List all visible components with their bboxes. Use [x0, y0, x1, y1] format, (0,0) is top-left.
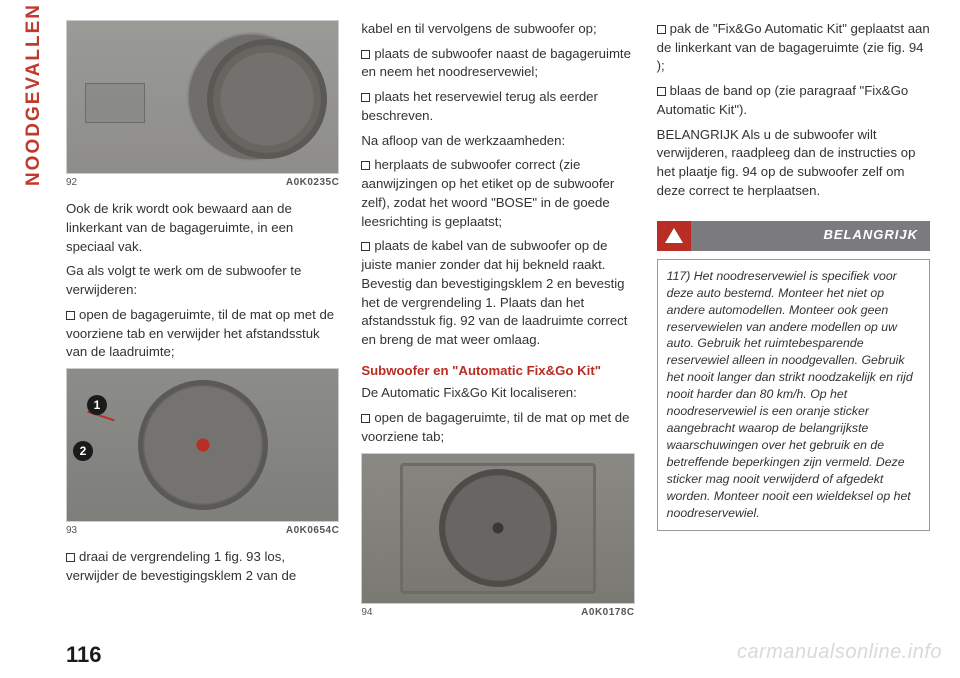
page-number: 116 [66, 642, 102, 668]
column-2: kabel en til vervolgens de subwoofer op;… [361, 20, 634, 630]
subheading: Subwoofer en "Automatic Fix&Go Kit" [361, 362, 634, 381]
figure-number: 93 [66, 524, 77, 538]
body-text: draai de vergrendeling 1 fig. 93 los, ve… [66, 548, 339, 585]
list-bullet-icon [66, 311, 75, 320]
important-header: BELANGRIJK [657, 221, 930, 251]
figure-94-frame [400, 463, 595, 594]
list-bullet-icon [361, 161, 370, 170]
manual-page: NOODGEVALLEN 92 A0K0235C Ook de krik wor… [0, 0, 960, 678]
content-columns: 92 A0K0235C Ook de krik wordt ook bewaar… [66, 20, 930, 630]
figure-93-wheel [138, 380, 268, 510]
figure-number: 92 [66, 176, 77, 190]
column-3: pak de "Fix&Go Automatic Kit" geplaatst … [657, 20, 930, 630]
body-text: blaas de band op (zie paragraaf "Fix&Go … [657, 82, 930, 119]
body-text: plaats de kabel van de subwoofer op de j… [361, 237, 634, 349]
figure-number: 94 [361, 606, 372, 620]
list-item-text: pak de "Fix&Go Automatic Kit" geplaatst … [657, 21, 930, 73]
list-item-text: blaas de band op (zie paragraaf "Fix&Go … [657, 83, 909, 117]
body-text: open de bagageruimte, til de mat op met … [66, 306, 339, 362]
figure-92-wheel [207, 39, 327, 159]
body-text: Ga als volgt te werk om de subwoofer te … [66, 262, 339, 299]
figure-code: A0K0178C [581, 606, 634, 620]
list-item-text: plaats de subwoofer naast de bagageruimt… [361, 46, 631, 80]
figure-code: A0K0654C [286, 524, 339, 538]
important-box-text: 117) Het noodreservewiel is specifiek vo… [667, 269, 913, 521]
list-bullet-icon [361, 242, 370, 251]
figure-92-caption: 92 A0K0235C [66, 176, 339, 190]
list-item-text: plaats de kabel van de subwoofer op de j… [361, 238, 627, 347]
figure-94 [361, 453, 634, 604]
list-bullet-icon [657, 25, 666, 34]
body-text: De Automatic Fix&Go Kit localiseren: [361, 384, 634, 403]
list-bullet-icon [66, 553, 75, 562]
body-text: plaats de subwoofer naast de bagageruimt… [361, 45, 634, 82]
section-tab-label: NOODGEVALLEN [23, 3, 45, 186]
figure-92-label-panel [85, 83, 145, 123]
figure-93-caption: 93 A0K0654C [66, 524, 339, 538]
list-bullet-icon [657, 87, 666, 96]
important-box: 117) Het noodreservewiel is specifiek vo… [657, 259, 930, 532]
body-text: herplaats de subwoofer correct (zie aanw… [361, 156, 634, 231]
figure-93: 1 2 [66, 368, 339, 522]
watermark: carmanualsonline.info [737, 641, 942, 664]
column-1: 92 A0K0235C Ook de krik wordt ook bewaar… [66, 20, 339, 630]
body-text: pak de "Fix&Go Automatic Kit" geplaatst … [657, 20, 930, 76]
body-text: plaats het reservewiel terug als eerder … [361, 88, 634, 125]
list-item-text: open de bagageruimte, til de mat op met … [66, 307, 334, 359]
callout-badge-1: 1 [87, 395, 107, 415]
figure-92 [66, 20, 339, 174]
callout-badge-2: 2 [73, 441, 93, 461]
list-bullet-icon [361, 93, 370, 102]
list-bullet-icon [361, 414, 370, 423]
figure-code: A0K0235C [286, 176, 339, 190]
important-header-title: BELANGRIJK [699, 226, 918, 244]
list-item-text: draai de vergrendeling 1 fig. 93 los, ve… [66, 549, 296, 583]
section-tab: NOODGEVALLEN [14, 10, 54, 180]
list-bullet-icon [361, 50, 370, 59]
body-text: kabel en til vervolgens de subwoofer op; [361, 20, 634, 39]
list-item-text: open de bagageruimte, til de mat op met … [361, 410, 629, 444]
body-text: Na afloop van de werkzaamheden: [361, 132, 634, 151]
body-text: BELANGRIJK Als u de subwoofer wilt verwi… [657, 126, 930, 201]
body-text: Ook de krik wordt ook bewaard aan de lin… [66, 200, 339, 256]
warning-triangle-icon [657, 221, 691, 251]
list-item-text: herplaats de subwoofer correct (zie aanw… [361, 157, 614, 228]
list-item-text: plaats het reservewiel terug als eerder … [361, 89, 598, 123]
body-text: open de bagageruimte, til de mat op met … [361, 409, 634, 446]
figure-94-caption: 94 A0K0178C [361, 606, 634, 620]
